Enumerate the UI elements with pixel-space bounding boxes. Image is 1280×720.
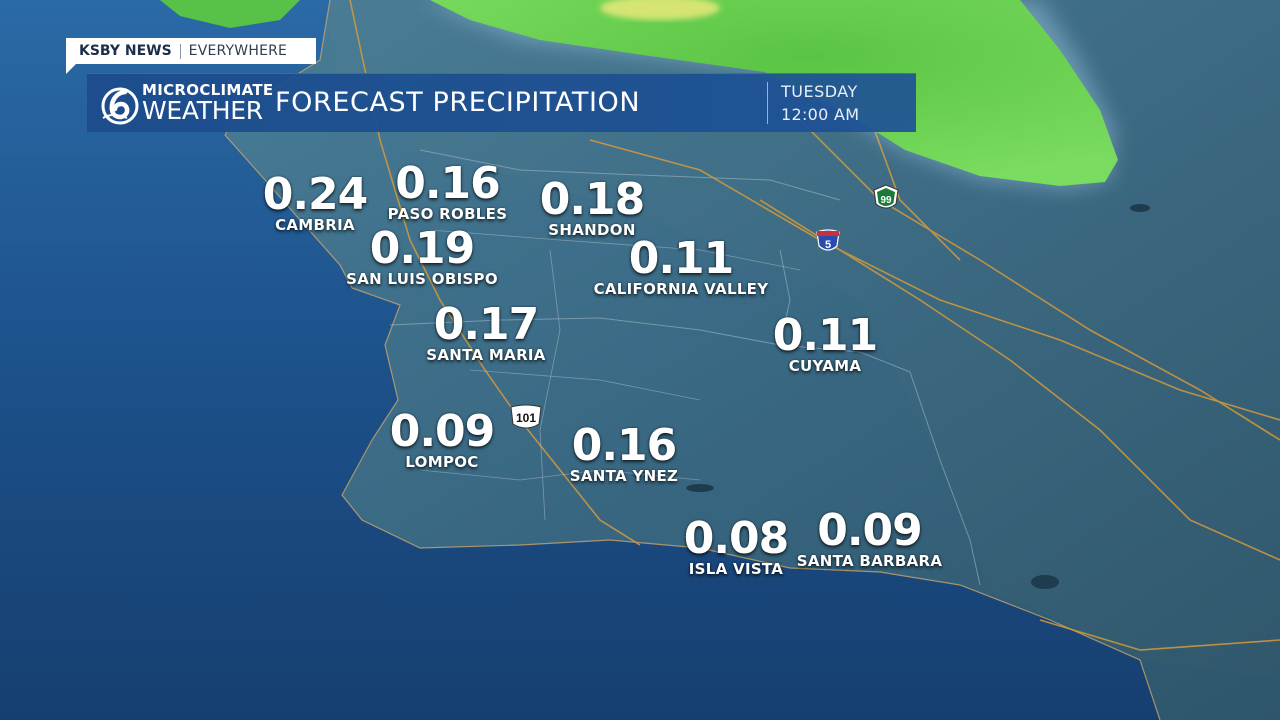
precip-value: 0.16 — [571, 420, 678, 471]
city-label-santa-maria: 0.17 SANTA MARIA — [416, 303, 556, 364]
city-label-santa-ynez: 0.16 SANTA YNEZ — [558, 424, 690, 485]
minor-roads — [419, 229, 801, 521]
precip-value: 0.09 — [389, 406, 496, 457]
city-label-lompoc: 0.09 LOMPOC — [378, 410, 506, 471]
page-title: FORECAST PRECIPITATION — [275, 87, 641, 118]
station-name: KSBY NEWS — [79, 43, 172, 59]
lakes — [686, 204, 1150, 589]
forecast-day: TUESDAY — [781, 82, 858, 101]
city-name: ISLA VISTA — [688, 560, 784, 578]
city-name: CALIFORNIA VALLEY — [593, 280, 769, 298]
city-label-cambria: 0.24 CAMBRIA — [251, 173, 379, 234]
brand-tail-shape — [66, 64, 76, 74]
city-label-isla-vista: 0.08 ISLA VISTA — [672, 517, 800, 578]
us-101-label: 101 — [516, 411, 536, 425]
city-name: PASO ROBLES — [387, 205, 508, 223]
logo-weather-text: WEATHER — [142, 96, 263, 125]
precip-value: 0.08 — [683, 513, 790, 564]
banner-divider — [767, 82, 768, 124]
logo-microclimate-text: MICROCLIMATE — [142, 81, 274, 99]
precip-value: 0.19 — [369, 223, 476, 274]
city-name: CUYAMA — [788, 357, 862, 375]
city-label-paso-robles: 0.16 PASO ROBLES — [380, 162, 515, 223]
city-name: SANTA MARIA — [426, 346, 546, 364]
state-route-shield-icon: 99 — [873, 184, 899, 209]
city-name: SAN LUIS OBISPO — [346, 270, 498, 288]
channel-6-logo-icon — [101, 87, 139, 125]
us-highway-shield-icon: 101 — [510, 404, 542, 429]
city-label-santa-barbara: 0.09 SANTA BARBARA — [792, 509, 947, 570]
forecast-banner: MICROCLIMATE WEATHER FORECAST PRECIPITAT… — [87, 73, 916, 132]
route-99-label: 99 — [880, 195, 892, 206]
station-tagline: EVERYWHERE — [188, 43, 288, 59]
precip-value: 0.11 — [628, 233, 735, 284]
precip-value: 0.16 — [395, 158, 501, 209]
coastline — [224, 0, 1161, 720]
city-name: SHANDON — [548, 221, 636, 239]
city-name: LOMPOC — [405, 453, 479, 471]
forecast-time: 12:00 AM — [781, 105, 860, 124]
precipitation-area — [160, 0, 1118, 190]
city-label-california-valley: 0.11 CALIFORNIA VALLEY — [585, 237, 777, 298]
city-label-shandon: 0.18 SHANDON — [528, 178, 656, 239]
precip-value: 0.24 — [262, 169, 369, 220]
brand-divider — [179, 43, 181, 59]
precip-value: 0.11 — [772, 310, 879, 361]
precip-value: 0.18 — [539, 174, 646, 225]
city-label-cuyama: 0.11 CUYAMA — [765, 314, 885, 375]
city-name: SANTA YNEZ — [569, 467, 679, 485]
city-name: SANTA BARBARA — [796, 552, 943, 570]
city-label-san-luis-obispo: 0.19 SAN LUIS OBISPO — [338, 227, 506, 288]
precip-value: 0.09 — [817, 505, 923, 556]
interstate-5-label: 5 — [825, 239, 831, 251]
precip-value: 0.17 — [433, 299, 540, 350]
interstate-shield-icon: 5 — [816, 229, 840, 251]
city-name: CAMBRIA — [275, 216, 355, 234]
station-brand-bar: KSBY NEWS EVERYWHERE — [66, 38, 316, 64]
